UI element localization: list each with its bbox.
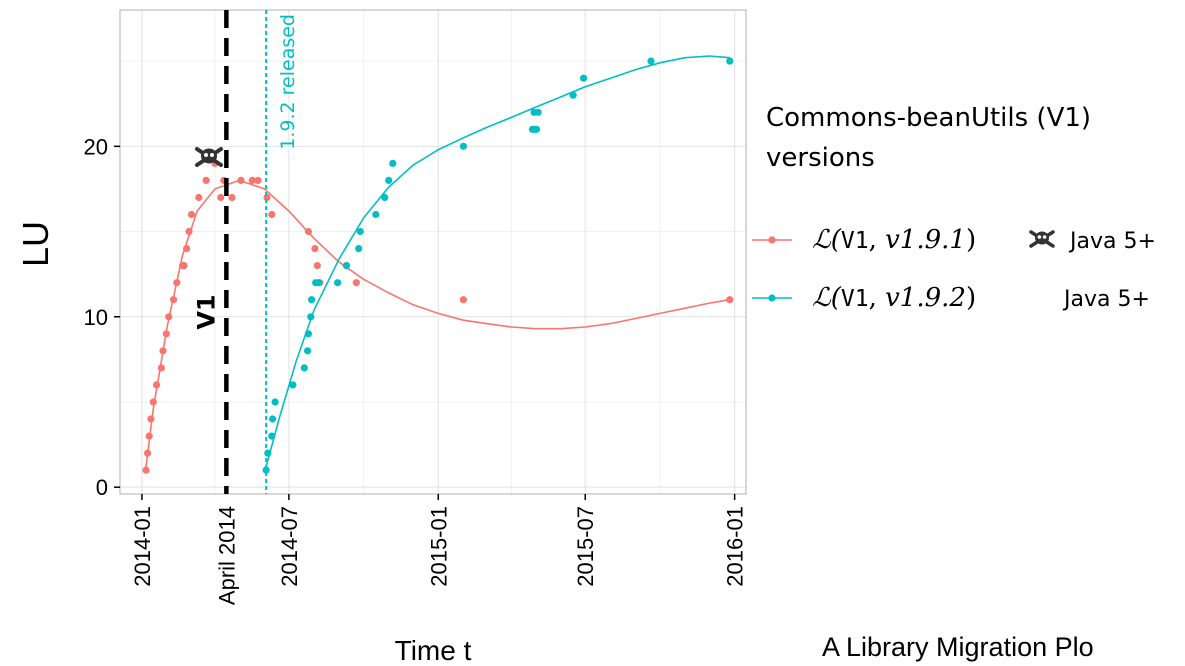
data-point-v1.9.1 (157, 364, 165, 372)
data-point-v1.9.2 (355, 245, 363, 253)
data-point-v1.9.1 (311, 245, 319, 253)
data-point-v1.9.2 (342, 262, 351, 270)
legend-entry-note: Java 5+ (1068, 229, 1156, 254)
data-point-v1.9.2 (647, 57, 655, 65)
data-point-v1.9.2 (304, 330, 312, 338)
data-point-v1.9.1 (352, 279, 360, 287)
data-point-v1.9.2 (534, 108, 542, 116)
data-point-v1.9.1 (165, 313, 173, 321)
legend-key-point (768, 236, 776, 244)
vline-release-label: 1.9.2 released (277, 14, 299, 150)
legend-entry-note: Java 5+ (1062, 287, 1150, 312)
data-point-v1.9.2 (300, 364, 308, 372)
data-point-v1.9.2 (289, 381, 297, 389)
x-tick-label: 2014-07 (277, 506, 302, 587)
data-point-v1.9.2 (262, 466, 270, 474)
x-tick-label: 2015-01 (426, 506, 451, 587)
data-point-v1.9.1 (185, 227, 193, 236)
x-tick-label: 2016-01 (723, 506, 748, 587)
data-point-v1.9.1 (183, 245, 191, 253)
data-point-v1.9.1 (202, 176, 210, 184)
axes: 2014-01 2014-07 2015-01 2015-07 2016-01 0 10 20… (15, 134, 748, 666)
data-point-v1.9.1 (217, 193, 225, 202)
smooth-line-v1.9.2 (265, 55, 730, 467)
data-point-v1.9.1 (459, 296, 467, 304)
x-axis-title: Time t (395, 635, 472, 666)
data-point-v1.9.1 (248, 176, 256, 184)
x-tick-label: 2015-07 (573, 506, 598, 587)
data-point-v1.9.1 (159, 347, 167, 355)
x-tick-label: 2014-01 (130, 506, 155, 587)
data-point-v1.9.1 (144, 449, 152, 457)
smooth-lines (145, 55, 730, 467)
data-point-v1.9.1 (142, 466, 150, 474)
data-point-v1.9.2 (580, 74, 588, 82)
x-annot-april-2014: April 2014 (214, 506, 239, 605)
data-point-v1.9.2 (381, 193, 389, 202)
legend-title-line: versions (766, 143, 875, 173)
legend-key-point (768, 294, 776, 302)
data-point-v1.9.1 (147, 415, 155, 423)
data-point-v1.9.1 (145, 432, 153, 440)
data-point-v1.9.1 (173, 279, 181, 287)
data-point-v1.9.2 (569, 91, 577, 99)
data-point-v1.9.2 (304, 347, 312, 355)
data-point-v1.9.2 (385, 176, 393, 184)
figure-caption: A Library Migration Plo (822, 632, 1094, 662)
reference-lines: V1 April 2014 1.9.2 released (192, 10, 299, 605)
data-points (142, 57, 734, 474)
data-point-v1.9.1 (149, 398, 157, 406)
data-point-v1.9.2 (269, 415, 277, 423)
data-point-v1.9.1 (268, 210, 276, 219)
data-point-v1.9.2 (532, 125, 541, 133)
skull-eye (1037, 235, 1042, 239)
y-tick-label: 20 (84, 134, 108, 159)
data-point-v1.9.2 (459, 142, 467, 150)
legend-entry-label: ℒ(V1, v1.9.1) (812, 225, 976, 255)
data-point-v1.9.1 (254, 176, 262, 184)
data-point-v1.9.1 (228, 193, 236, 202)
legend-title-line: Commons-beanUtils (V1) (766, 103, 1091, 133)
y-tick-label: 0 (96, 475, 108, 500)
data-point-v1.9.2 (268, 432, 276, 440)
plot-panel-border (119, 9, 747, 495)
data-point-v1.9.1 (162, 330, 170, 338)
y-tick-label: 10 (84, 305, 108, 330)
data-point-v1.9.1 (237, 176, 245, 184)
data-point-v1.9.1 (313, 262, 321, 270)
smooth-line-v1.9.1 (145, 179, 730, 467)
skull-crossbones-icon (1029, 230, 1055, 248)
data-point-v1.9.2 (334, 279, 342, 287)
data-point-v1.9.2 (308, 296, 316, 304)
legend-entry-label: ℒ(V1, v1.9.2) (812, 283, 976, 313)
vline-v1-label: V1 (192, 294, 220, 329)
data-point-v1.9.1 (180, 262, 188, 270)
skull-eye (1042, 235, 1047, 239)
data-point-v1.9.2 (389, 159, 397, 167)
data-point-v1.9.2 (271, 398, 279, 406)
data-point-v1.9.2 (372, 210, 380, 219)
data-point-v1.9.2 (315, 279, 323, 287)
data-point-v1.9.2 (356, 227, 364, 236)
data-point-v1.9.2 (307, 313, 315, 321)
legend: Commons-beanUtils (V1) versions ℒ(V1, v1.… (752, 103, 1156, 313)
grid-lines (120, 10, 746, 494)
skull-crossbones-icon (195, 147, 223, 167)
data-point-v1.9.2 (726, 57, 734, 65)
data-point-v1.9.1 (187, 210, 196, 219)
data-point-v1.9.1 (170, 296, 178, 304)
data-point-v1.9.1 (304, 227, 312, 236)
skull-head (1035, 231, 1049, 245)
data-point-v1.9.1 (152, 381, 161, 389)
y-axis-title: LU (15, 221, 56, 267)
data-point-v1.9.1 (195, 193, 203, 202)
data-point-v1.9.1 (726, 296, 734, 304)
